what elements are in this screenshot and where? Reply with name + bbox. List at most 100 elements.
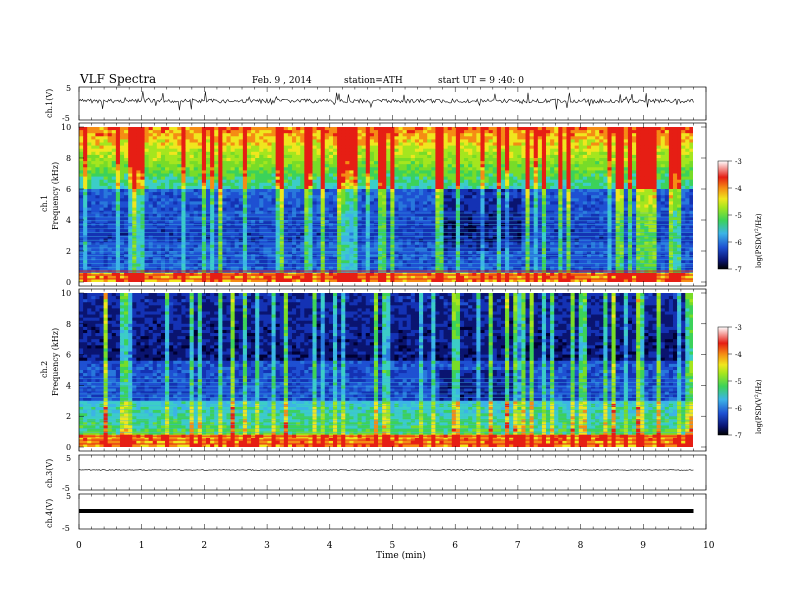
spectrogram-cell bbox=[242, 213, 248, 218]
spectrogram-cell bbox=[205, 158, 211, 162]
spectrogram-cell bbox=[668, 173, 674, 177]
spectrogram-cell bbox=[419, 136, 424, 140]
spectrogram-cell bbox=[652, 164, 657, 168]
spectrogram-cell bbox=[378, 195, 383, 199]
spectrogram-cell bbox=[488, 133, 494, 137]
spectrogram-cell bbox=[255, 164, 260, 168]
spectrogram-cell bbox=[103, 176, 109, 181]
spectrogram-cell bbox=[672, 161, 678, 165]
spectrogram-cell bbox=[607, 164, 612, 168]
spectrogram-cell bbox=[382, 195, 387, 199]
spectrogram-cell bbox=[681, 210, 686, 215]
spectrogram-cell bbox=[140, 145, 145, 150]
spectrogram-cell bbox=[103, 130, 109, 134]
spectrogram-cell bbox=[119, 210, 125, 215]
spectrogram-cell bbox=[365, 195, 371, 199]
spectrogram-cell bbox=[267, 145, 272, 150]
spectrogram-cell bbox=[279, 148, 285, 153]
spectrogram-cell bbox=[451, 154, 457, 159]
spectrogram-cell bbox=[173, 173, 178, 177]
spectrogram-cell bbox=[537, 164, 543, 168]
spectrogram-cell bbox=[541, 142, 547, 146]
spectrogram-cell bbox=[496, 148, 502, 153]
spectrogram-cell bbox=[685, 189, 690, 193]
spectrogram-cell bbox=[107, 189, 113, 193]
spectrogram-cell bbox=[324, 136, 330, 140]
spectrogram-cell bbox=[443, 127, 449, 131]
spectrogram-cell bbox=[87, 220, 92, 224]
spectrogram-cell bbox=[517, 161, 522, 165]
spectrogram-cell bbox=[140, 154, 145, 159]
spectrogram-cell bbox=[83, 189, 88, 193]
spectrogram-cell bbox=[226, 167, 231, 171]
spectrogram-cell bbox=[214, 167, 219, 171]
spectrogram-cell bbox=[222, 207, 227, 212]
spectrogram-cell bbox=[509, 136, 514, 140]
spectrogram-cell bbox=[623, 192, 629, 196]
spectrogram-cell bbox=[365, 176, 371, 181]
spectrogram-cell bbox=[439, 148, 444, 153]
spectrogram-cell bbox=[337, 130, 342, 134]
spectrogram-cell bbox=[312, 154, 317, 159]
spectrogram-cell bbox=[402, 220, 408, 224]
spectrogram-cell bbox=[668, 133, 674, 137]
spectrogram-cell bbox=[234, 164, 240, 168]
spectrogram-cell bbox=[369, 151, 375, 156]
spectrogram-cell bbox=[87, 182, 92, 187]
spectrogram-cell bbox=[431, 130, 436, 134]
spectrogram-cell bbox=[443, 142, 449, 146]
spectrogram-cell bbox=[562, 154, 567, 159]
spectrogram-cell bbox=[492, 133, 498, 137]
spectrogram-cell bbox=[283, 204, 289, 208]
spectrogram-cell bbox=[406, 185, 412, 190]
spectrogram-cell bbox=[513, 213, 518, 218]
spectrogram-cell bbox=[414, 145, 420, 150]
spectrogram-cell bbox=[451, 161, 457, 165]
spectrogram-cell bbox=[185, 148, 191, 153]
spectrogram-cell bbox=[455, 167, 461, 171]
spectrogram-cell bbox=[296, 170, 301, 174]
spectrogram-cell bbox=[554, 179, 559, 184]
spectrogram-cell bbox=[115, 179, 121, 184]
spectrogram-cell bbox=[603, 151, 608, 156]
spectrogram-cell bbox=[431, 176, 436, 181]
spectrogram-cell bbox=[562, 167, 567, 171]
spectrogram-cell bbox=[205, 216, 211, 221]
spectrogram-cell bbox=[296, 226, 301, 230]
spectrogram-cell bbox=[242, 133, 248, 137]
spectrogram-cell bbox=[427, 170, 432, 174]
spectrogram-cell bbox=[521, 216, 526, 221]
spectrogram-cell bbox=[275, 195, 281, 199]
spectrogram-cell bbox=[677, 179, 682, 184]
spectrogram-cell bbox=[521, 192, 526, 196]
spectrogram-cell bbox=[488, 201, 494, 205]
spectrogram-cell bbox=[443, 145, 449, 150]
spectrogram-cell bbox=[128, 189, 133, 193]
spectrogram-cell bbox=[681, 142, 686, 146]
spectrogram-cell bbox=[500, 213, 506, 218]
spectrogram-cell bbox=[672, 139, 678, 143]
spectrogram-cell bbox=[369, 136, 375, 140]
spectrogram-cell bbox=[169, 161, 174, 165]
spectrogram-cell bbox=[255, 213, 260, 218]
spectrogram-cell bbox=[451, 167, 457, 171]
spectrogram-cell bbox=[251, 136, 256, 140]
spectrogram-cell bbox=[111, 127, 117, 131]
spectrogram-cell bbox=[627, 145, 633, 150]
spectrogram-cell bbox=[345, 167, 350, 171]
spectrogram-cell bbox=[357, 192, 363, 196]
spectrogram-cell bbox=[259, 151, 264, 156]
spectrogram-cell bbox=[255, 201, 260, 205]
spectrogram-cell bbox=[115, 204, 121, 208]
spectrogram-cell bbox=[177, 192, 182, 196]
spectrogram-cell bbox=[218, 139, 223, 143]
spectrogram-cell bbox=[668, 201, 674, 205]
spectrogram-cell bbox=[451, 158, 457, 162]
spectrogram-cell bbox=[87, 130, 92, 134]
spectrogram-cell bbox=[357, 226, 363, 230]
spectrogram-cell bbox=[210, 226, 215, 230]
spectrogram-cell bbox=[656, 201, 662, 205]
spectrogram-cell bbox=[193, 133, 199, 137]
spectrogram-cell bbox=[517, 130, 522, 134]
spectrogram-cell bbox=[91, 179, 96, 184]
